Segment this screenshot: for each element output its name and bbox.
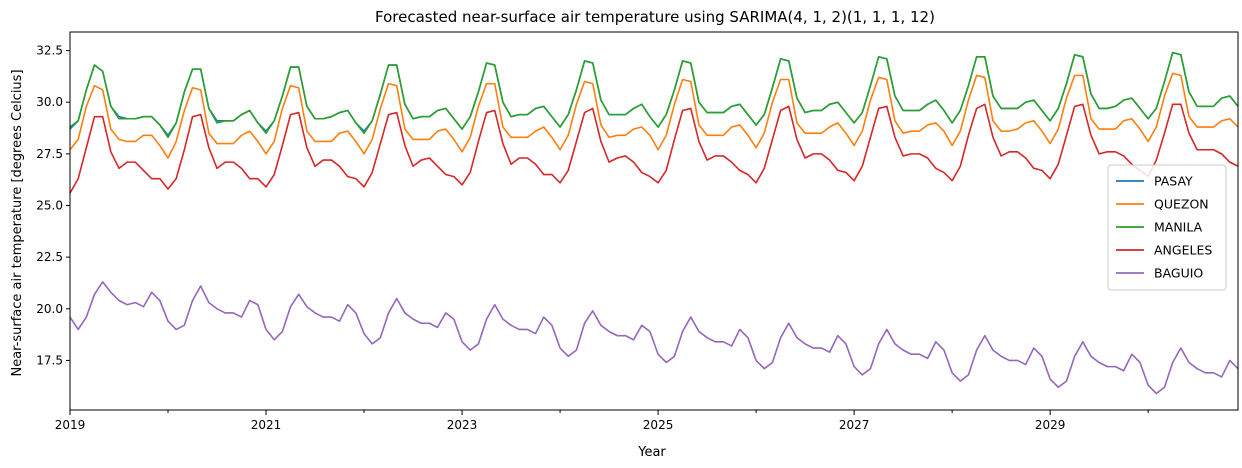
legend-label-baguio: BAGUIO [1154, 266, 1203, 281]
x-tick-label: 2029 [1035, 418, 1066, 432]
series-layer [69, 51, 1239, 395]
legend-box [1107, 164, 1227, 291]
x-tick-label: 2025 [643, 418, 674, 432]
series-line-baguio [69, 281, 1239, 395]
y-tick-label: 20.0 [36, 302, 63, 316]
x-tick-label: 2019 [55, 418, 86, 432]
y-tick-label: 17.5 [36, 353, 63, 367]
legend-label-pasay: PASAY [1154, 174, 1193, 189]
x-tick-label: 2027 [839, 418, 870, 432]
series-line-manila [69, 51, 1239, 139]
series-line-quezon [69, 72, 1239, 159]
legend-label-angeles: ANGELES [1154, 243, 1212, 258]
legend: PASAY QUEZON MANILA ANGELES BAGUIO [1107, 164, 1227, 291]
y-tick-label: 27.5 [36, 147, 63, 161]
legend-label-quezon: QUEZON [1154, 197, 1209, 212]
plot-frame [69, 31, 1239, 411]
y-tick-label: 25.0 [36, 199, 63, 213]
plot-area: 17.5 20.0 22.5 25.0 27.5 30.0 32.5 2019 2021 2023… [36, 31, 1239, 432]
y-tick-label: 22.5 [36, 250, 63, 264]
x-axis-label: Year [637, 445, 666, 460]
y-axis-label: Near-surface air temperature [degrees Ce… [10, 69, 25, 376]
y-tick-label: 30.0 [36, 95, 63, 109]
y-tick-label: 32.5 [36, 44, 63, 58]
x-tick-label: 2021 [251, 418, 282, 432]
x-tick-label: 2023 [447, 418, 478, 432]
chart-title: Forecasted near-surface air temperature … [375, 8, 935, 26]
legend-label-manila: MANILA [1154, 220, 1203, 235]
series-line-angeles [69, 103, 1239, 194]
axes-layer: 17.5 20.0 22.5 25.0 27.5 30.0 32.5 2019 2021 2023… [36, 31, 1239, 432]
